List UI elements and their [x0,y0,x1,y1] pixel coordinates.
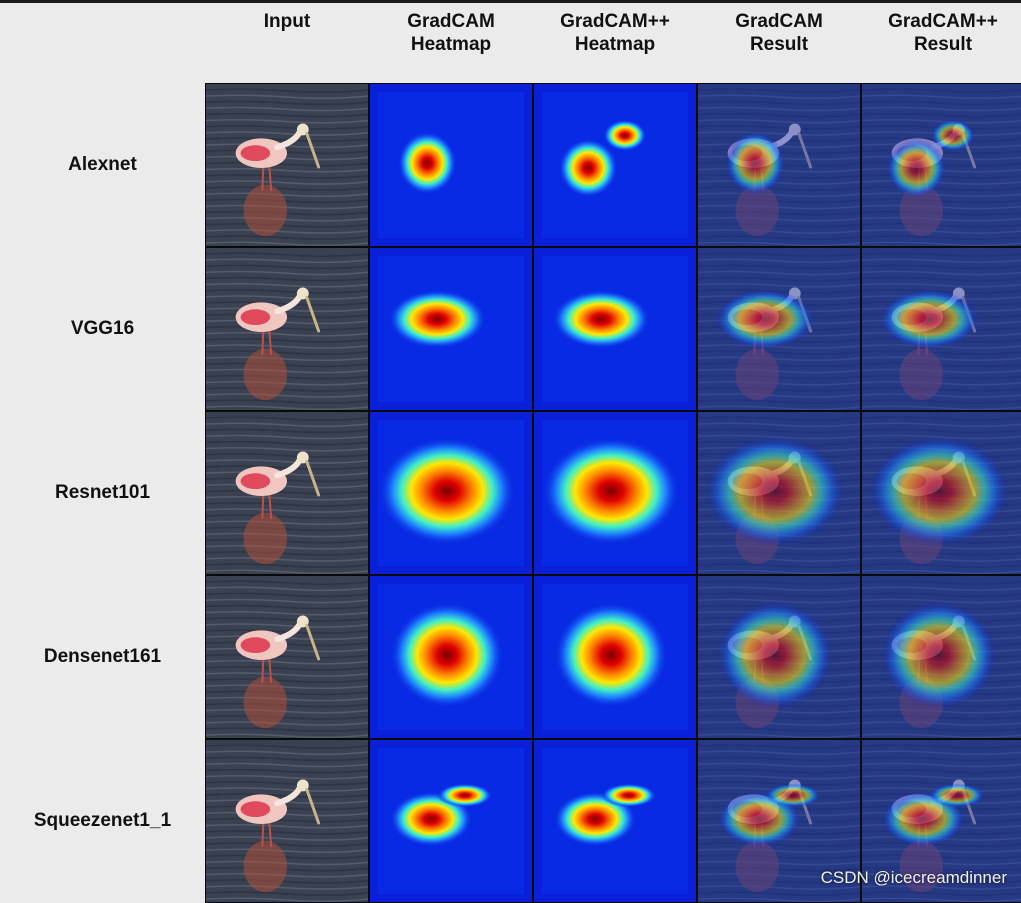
row-label-alexnet: Alexnet [68,154,137,175]
heat-blob [725,131,785,195]
input-image [205,575,369,739]
gradcampp-heatmap [533,411,697,575]
heat-blob [931,119,975,152]
input-image [205,739,369,903]
heat-blob [558,138,618,198]
gradcam-result [697,247,861,411]
heat-blob [551,289,651,349]
gradcampp-result [861,739,1021,903]
col-header-gradcampp-result: GradCAM++ Result [888,11,998,55]
gradcampp-heatmap [533,575,697,739]
gradcampp-heatmap [533,247,697,411]
gradcampp-result [861,411,1021,575]
gradcampp-result [861,83,1021,247]
col-header-input: Input [263,11,311,32]
heat-blob [553,601,669,709]
gradcam-heatmap [369,411,533,575]
col-header-gradcampp-heatmap: GradCAM++ Heatmap [560,11,670,55]
gradcam-heatmap [369,739,533,903]
heat-blob [765,783,821,808]
input-image [205,247,369,411]
gradcampp-result [861,575,1021,739]
heat-blob [389,601,505,709]
heat-blob [377,436,517,546]
heat-blob [869,436,1009,546]
heat-blob [541,436,681,546]
heat-blob [886,138,946,198]
gradcam-heatmap [369,83,533,247]
col-header-gradcam-heatmap: GradCAM Heatmap [407,11,495,55]
col-header-gradcam-result: GradCAM Result [735,11,823,55]
row-label-squeezenet1-1: Squeezenet1_1 [33,810,172,831]
gradcam-result [697,411,861,575]
heat-blob [929,783,985,808]
gradcam-result [697,83,861,247]
row-label-vgg16: VGG16 [70,318,135,339]
gradcam-result [697,575,861,739]
heat-blob [387,289,487,349]
heat-blob [881,601,997,709]
heat-blob [603,119,647,152]
top-border [0,0,1021,3]
row-label-densenet161: Densenet161 [43,646,162,667]
gradcampp-heatmap [533,83,697,247]
gradcampp-heatmap [533,739,697,903]
heat-blob [879,289,979,349]
heat-blob [397,131,457,195]
row-label-resnet101: Resnet101 [54,482,151,503]
heat-blob [715,289,815,349]
input-image [205,83,369,247]
heat-blob [705,436,845,546]
input-image [205,411,369,575]
heat-blob [437,783,493,808]
gradcam-result [697,739,861,903]
heat-blob [717,601,833,709]
gradcam-heatmap [369,247,533,411]
gradcampp-result [861,247,1021,411]
gradcam-heatmap [369,575,533,739]
watermark: CSDN @icecreamdinner [820,868,1007,887]
heat-blob [601,783,657,808]
